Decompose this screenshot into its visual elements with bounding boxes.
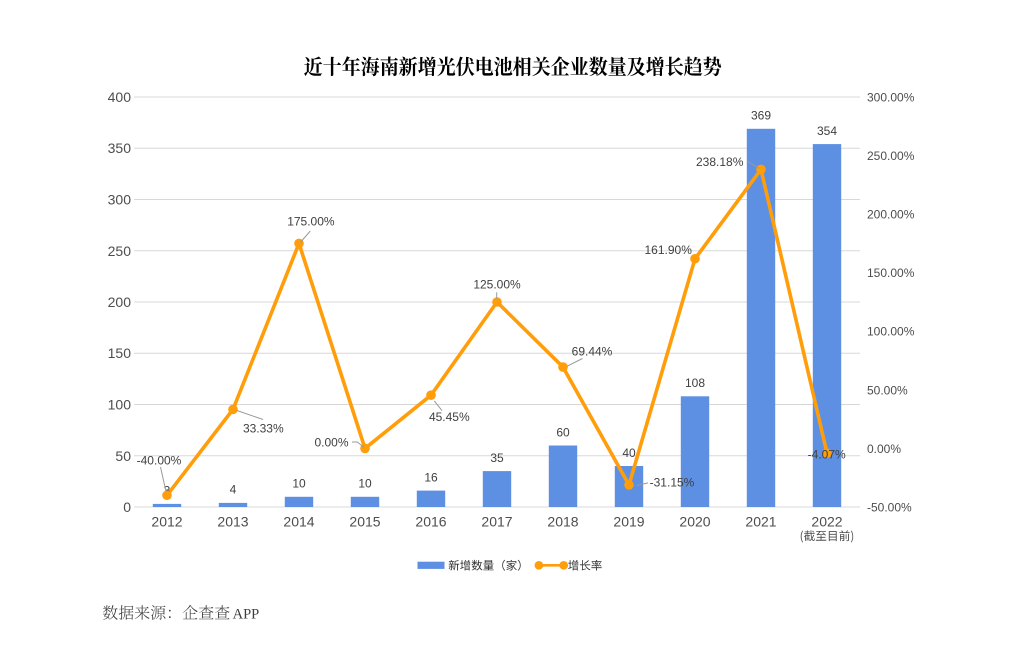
svg-text:125.00%: 125.00% (473, 278, 521, 292)
svg-text:161.90%: 161.90% (645, 243, 693, 257)
svg-text:0.00%: 0.00% (314, 435, 348, 449)
svg-text:250.00%: 250.00% (867, 149, 915, 163)
svg-text:200: 200 (108, 294, 132, 310)
svg-text:238.18%: 238.18% (696, 155, 744, 169)
svg-text:2012: 2012 (151, 513, 182, 529)
svg-text:4: 4 (230, 483, 237, 497)
svg-text:50: 50 (115, 448, 131, 464)
svg-text:2015: 2015 (349, 513, 380, 529)
svg-text:APP: APP (233, 607, 260, 623)
svg-text:-4.07%: -4.07% (808, 448, 846, 462)
svg-text:250: 250 (108, 243, 132, 259)
svg-text:2014: 2014 (283, 513, 314, 529)
svg-text:2021: 2021 (745, 513, 776, 529)
svg-text:369: 369 (751, 109, 771, 123)
svg-text:300.00%: 300.00% (867, 90, 915, 104)
svg-text:2013: 2013 (217, 513, 248, 529)
svg-text:354: 354 (817, 124, 837, 138)
svg-text:10: 10 (358, 477, 372, 491)
svg-text:2017: 2017 (481, 513, 512, 529)
svg-text:350: 350 (108, 140, 132, 156)
svg-text:2019: 2019 (613, 513, 644, 529)
svg-text:2018: 2018 (547, 513, 578, 529)
svg-text:100: 100 (108, 397, 132, 413)
svg-text:40: 40 (622, 446, 636, 460)
svg-text:400: 400 (108, 89, 132, 105)
svg-text:2020: 2020 (679, 513, 710, 529)
svg-text:150: 150 (108, 345, 132, 361)
svg-text:0.00%: 0.00% (867, 442, 901, 456)
svg-text:300: 300 (108, 192, 132, 208)
svg-text:108: 108 (685, 376, 705, 390)
svg-text:-31.15%: -31.15% (650, 476, 695, 490)
svg-text:175.00%: 175.00% (287, 215, 335, 229)
svg-text:-40.00%: -40.00% (137, 453, 182, 467)
svg-text:0: 0 (123, 499, 131, 515)
svg-text:33.33%: 33.33% (243, 422, 284, 436)
svg-text:45.45%: 45.45% (429, 410, 470, 424)
svg-text:35: 35 (490, 451, 504, 465)
svg-text:16: 16 (424, 470, 438, 484)
svg-text:2022: 2022 (811, 513, 842, 529)
svg-text:150.00%: 150.00% (867, 266, 915, 280)
svg-text:2016: 2016 (415, 513, 446, 529)
svg-text:200.00%: 200.00% (867, 208, 915, 222)
svg-text:60: 60 (556, 425, 570, 439)
svg-text:-50.00%: -50.00% (867, 500, 912, 514)
svg-text:69.44%: 69.44% (572, 345, 613, 359)
svg-text:10: 10 (292, 477, 306, 491)
svg-text:100.00%: 100.00% (867, 325, 915, 339)
svg-text:50.00%: 50.00% (867, 383, 908, 397)
